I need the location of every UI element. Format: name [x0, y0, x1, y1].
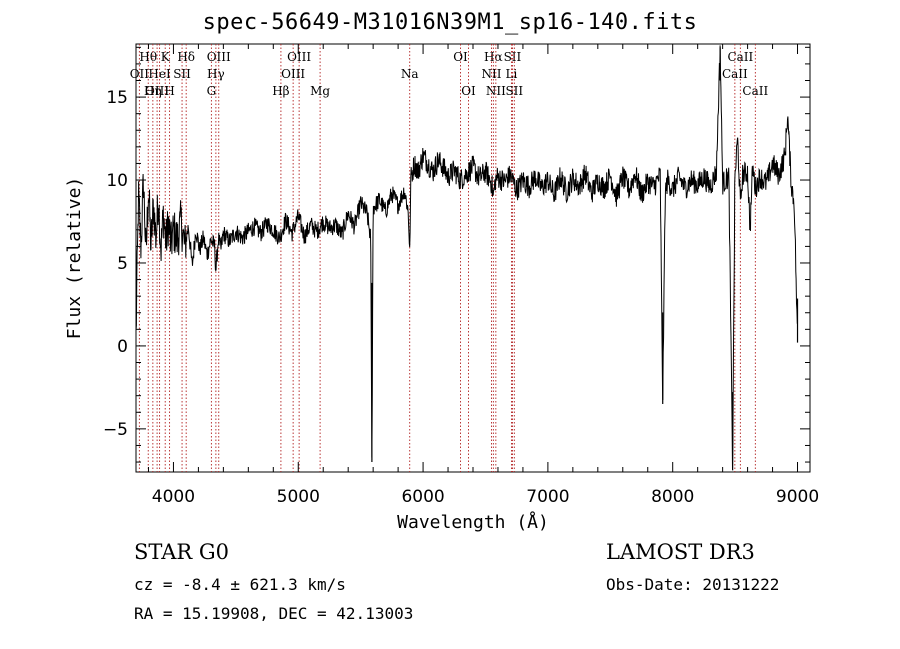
- y-axis-label: Flux (relative): [64, 177, 85, 340]
- line-label-hδ: Hδ: [177, 50, 195, 64]
- chart-title: spec-56649-M31016N39M1_sp16-140.fits: [202, 10, 698, 35]
- coordinates: RA = 15.19908, DEC = 42.13003: [134, 604, 414, 623]
- x-tick-label: 8000: [651, 487, 694, 507]
- line-label-nii: NII: [481, 67, 501, 81]
- y-tick-label: 5: [117, 254, 128, 274]
- y-tick-label: 10: [106, 171, 128, 191]
- observation-date: Obs-Date: 20131222: [606, 575, 780, 594]
- line-label-caii: CaII: [727, 50, 753, 64]
- line-label-nii: NII: [486, 84, 506, 98]
- survey-name: LAMOST DR3: [606, 540, 755, 564]
- line-label-sii: SII: [504, 50, 522, 64]
- line-label-oii: OII: [130, 67, 150, 81]
- line-label-hei: HeI: [148, 67, 171, 81]
- x-axis-label: Wavelength (Å): [397, 511, 549, 533]
- plot-frame: [135, 43, 811, 473]
- line-label-oiii: OIII: [145, 84, 169, 98]
- y-tick-label: −5: [103, 420, 128, 440]
- line-label-g: G: [207, 84, 217, 98]
- y-tick-label: 0: [117, 337, 128, 357]
- line-label-oiii: OIII: [281, 67, 305, 81]
- x-tick-label: 4000: [152, 487, 195, 507]
- line-label-hβ: Hβ: [272, 84, 289, 98]
- line-label-hγ: Hγ: [207, 67, 225, 81]
- line-label-caii: CaII: [742, 84, 768, 98]
- flux-series-line: [135, 45, 798, 470]
- line-label-oiii: OIII: [207, 50, 231, 64]
- line-label-hη: Hη: [144, 84, 162, 98]
- line-label-k: K: [161, 50, 171, 64]
- y-tick-label: 15: [106, 88, 128, 108]
- star-classification: STAR G0: [134, 540, 230, 564]
- line-label-oi: OI: [461, 84, 476, 98]
- line-label-hθ: Hθ: [139, 50, 157, 64]
- line-label-oiii: OIII: [287, 50, 311, 64]
- line-label-oi: OI: [453, 50, 468, 64]
- line-label-sii: SII: [505, 84, 523, 98]
- line-label-na: Na: [401, 67, 419, 81]
- x-tick-label: 6000: [401, 487, 444, 507]
- redshift-value: cz = -8.4 ± 621.3 km/s: [134, 575, 346, 594]
- line-label-h: H: [164, 84, 174, 98]
- line-label-li: Li: [506, 67, 518, 81]
- line-label-hα: Hα: [484, 50, 503, 64]
- line-label-mg: Mg: [310, 84, 330, 98]
- x-tick-label: 7000: [526, 487, 569, 507]
- line-label-caii: CaII: [722, 67, 748, 81]
- x-tick-label: 5000: [277, 487, 320, 507]
- x-tick-label: 9000: [776, 487, 819, 507]
- line-label-sii: SII: [173, 67, 191, 81]
